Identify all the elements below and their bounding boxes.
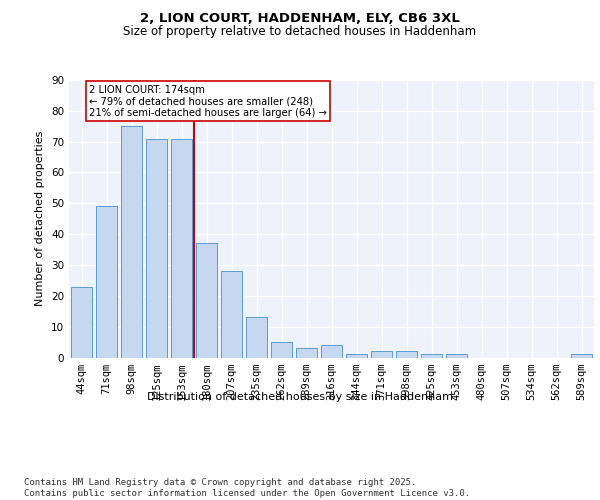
Bar (246, 318, 267, 358)
Bar (271, 342, 292, 357)
Bar (571, 354, 592, 358)
Bar (221, 271, 242, 358)
Bar (96, 206, 117, 358)
Text: 2 LION COURT: 174sqm
← 79% of detached houses are smaller (248)
21% of semi-deta: 2 LION COURT: 174sqm ← 79% of detached h… (89, 84, 327, 118)
Bar (296, 348, 317, 358)
Bar (421, 354, 442, 358)
Bar (321, 345, 342, 358)
Text: 2, LION COURT, HADDENHAM, ELY, CB6 3XL: 2, LION COURT, HADDENHAM, ELY, CB6 3XL (140, 12, 460, 26)
Text: Size of property relative to detached houses in Haddenham: Size of property relative to detached ho… (124, 25, 476, 38)
Bar (71, 286, 92, 358)
Bar (121, 126, 142, 358)
Bar (146, 138, 167, 358)
Text: Distribution of detached houses by size in Haddenham: Distribution of detached houses by size … (147, 392, 453, 402)
Bar (196, 244, 217, 358)
Bar (446, 354, 467, 358)
Bar (371, 352, 392, 358)
Bar (396, 352, 417, 358)
Y-axis label: Number of detached properties: Number of detached properties (35, 131, 46, 306)
Bar (346, 354, 367, 358)
Text: Contains HM Land Registry data © Crown copyright and database right 2025.
Contai: Contains HM Land Registry data © Crown c… (24, 478, 470, 498)
Bar (171, 138, 192, 358)
